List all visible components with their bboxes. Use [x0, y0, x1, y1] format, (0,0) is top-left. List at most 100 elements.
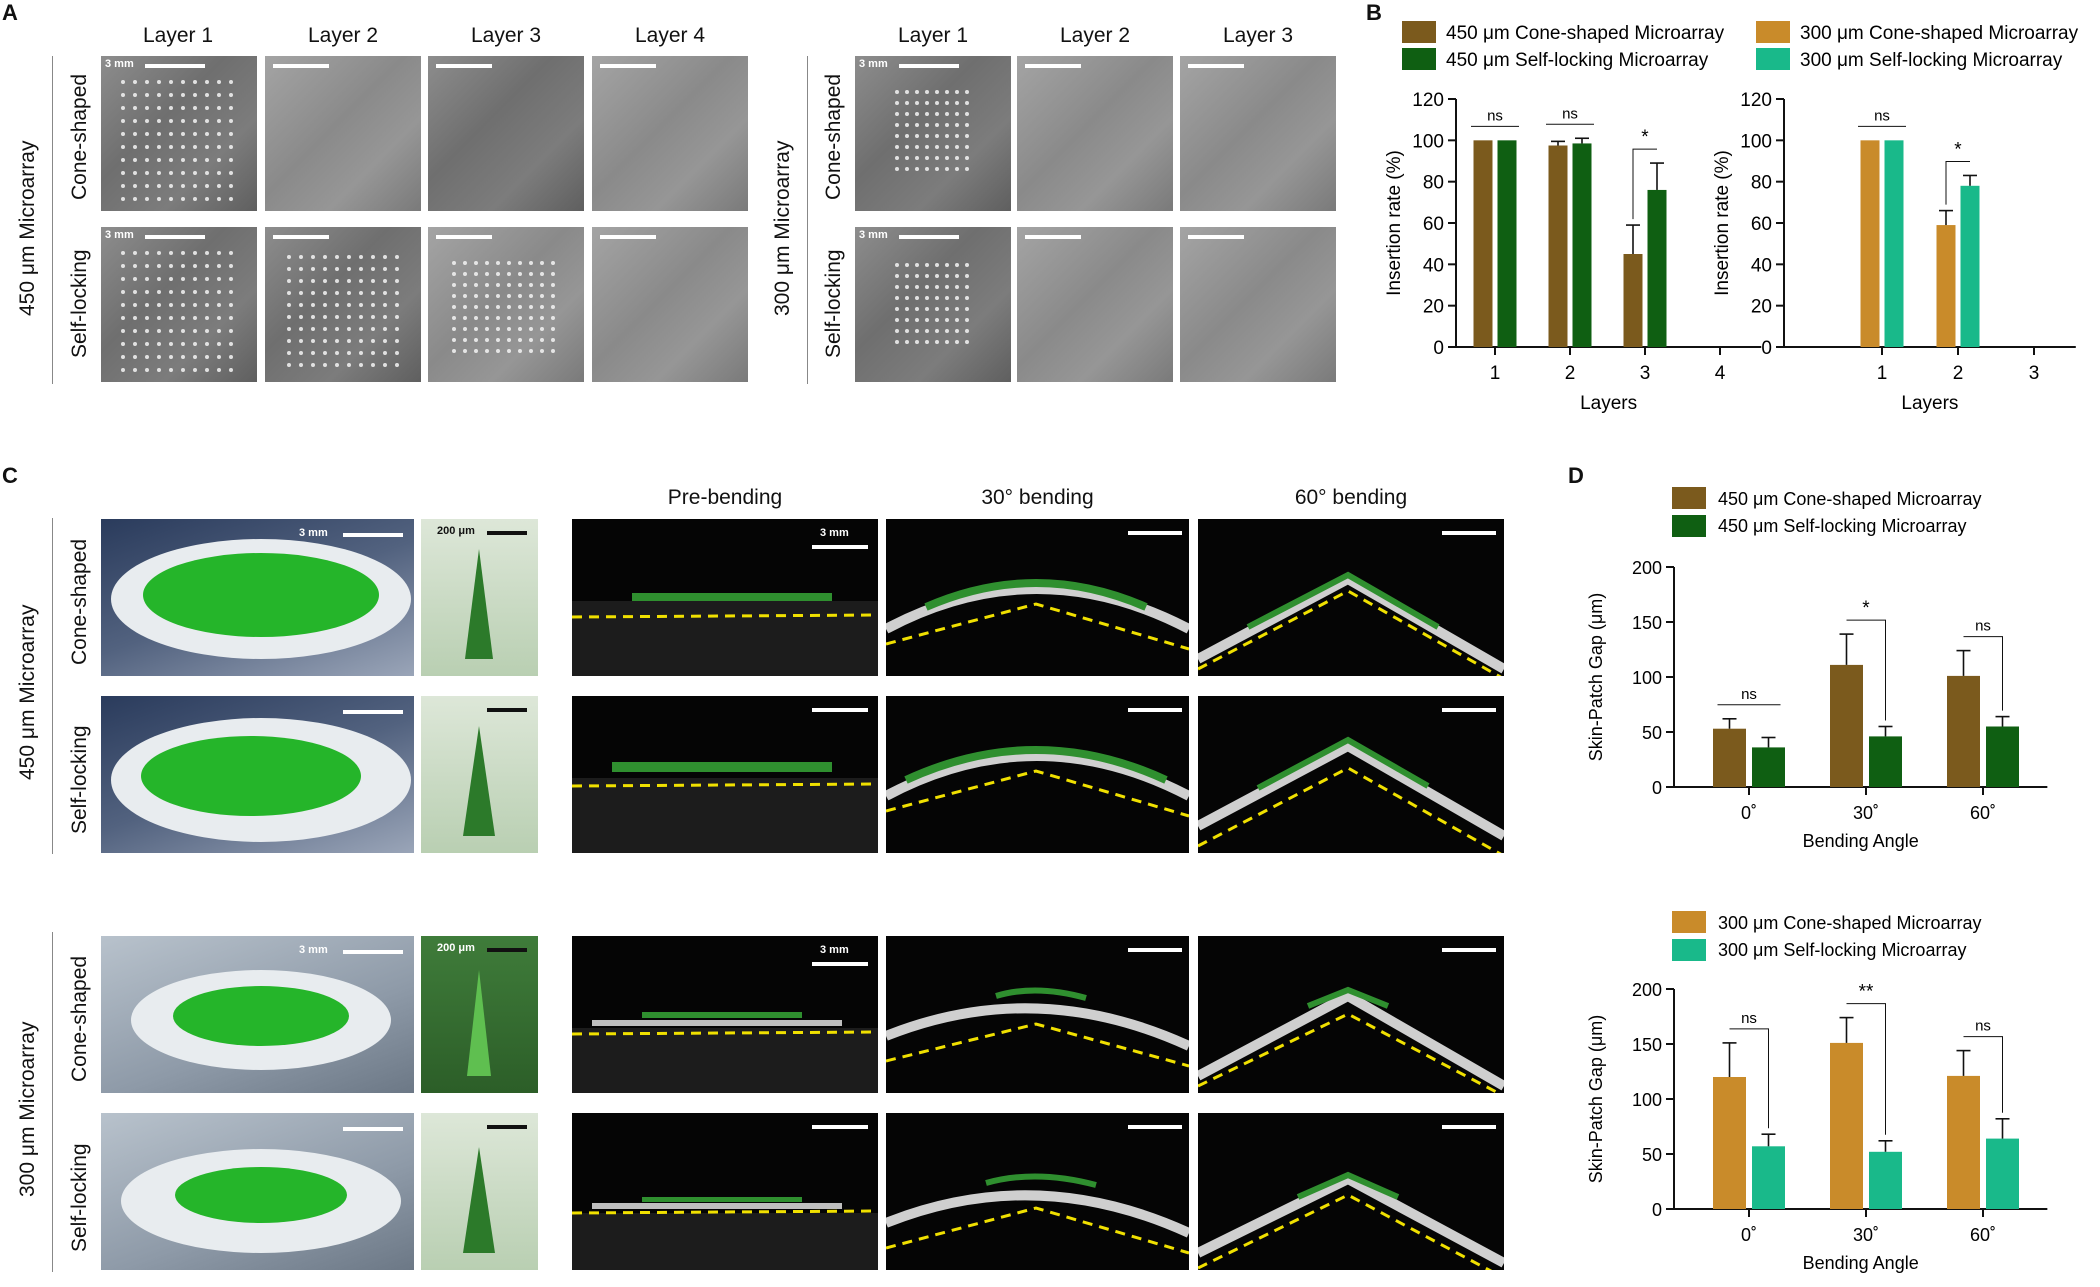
needle-hole: [529, 349, 533, 353]
needle-hole-grid: [895, 263, 975, 351]
needle-hole: [287, 363, 291, 367]
needle-hole: [463, 261, 467, 265]
legend-b: 450 μm Cone-shaped Microarray 450 μm Sel…: [1402, 21, 2079, 71]
needle-hole: [311, 351, 315, 355]
needle-hole: [323, 363, 327, 367]
needle-hole: [935, 296, 939, 300]
needle-hole: [507, 294, 511, 298]
scale-bar: [343, 1127, 403, 1131]
bar: [1869, 736, 1902, 787]
needle-hole: [229, 119, 233, 123]
needle-hole: [347, 351, 351, 355]
needle-hole: [205, 355, 209, 359]
needle-hole: [452, 316, 456, 320]
needle-hole: [157, 303, 161, 307]
needle-hole: [299, 363, 303, 367]
micrograph-300-cone-layer-2: [1017, 56, 1173, 211]
scale-label: 3 mm: [105, 229, 134, 241]
scale-bar: [600, 235, 656, 239]
needle-hole: [133, 355, 137, 359]
scale-bar: [1442, 708, 1496, 712]
needle-hole: [935, 101, 939, 105]
panel-d-charts: 450 μm Cone-shaped Microarray 450 μm Sel…: [1586, 487, 2048, 1273]
needle-hole: [529, 294, 533, 298]
needle-hole: [121, 329, 125, 333]
needle-hole: [895, 112, 899, 116]
needle-hole: [905, 134, 909, 138]
group-label-450-c: 450 μm Microarray: [16, 604, 39, 780]
needle-hole: [485, 283, 489, 287]
needle-hole: [145, 132, 149, 136]
group-divider: [807, 56, 808, 384]
needle-hole: [485, 316, 489, 320]
needle-hole: [935, 285, 939, 289]
needle-hole: [474, 272, 478, 276]
needle-hole: [955, 263, 959, 267]
patch-photo-300-cone: 3 mm: [101, 936, 414, 1093]
needle-hole: [935, 318, 939, 322]
needle-hole: [335, 291, 339, 295]
needle-hole: [311, 255, 315, 259]
y-tick-label: 20: [1423, 297, 1444, 318]
needle-hole: [395, 339, 399, 343]
needle-hole: [955, 329, 959, 333]
patch-photo-450-cone: 3 mm: [101, 519, 414, 676]
needle-hole: [323, 279, 327, 283]
group-divider: [52, 518, 53, 854]
needle-hole: [518, 294, 522, 298]
needle-hole: [347, 363, 351, 367]
significance-label: ns: [1562, 105, 1578, 122]
scale-bar: [145, 64, 205, 68]
needle-hole: [955, 296, 959, 300]
needle-hole: [181, 184, 185, 188]
micrograph-300-cone-layer-1: 3 mm: [855, 56, 1011, 211]
needle-hole: [205, 197, 209, 201]
needle-hole: [157, 119, 161, 123]
needle-hole: [935, 329, 939, 333]
needle-hole: [905, 156, 909, 160]
col-header-pre-bending: Pre-bending: [667, 486, 783, 509]
y-tick-label: 200: [1632, 980, 1662, 1000]
needle-hole: [287, 291, 291, 295]
bending-450-self-pre: [572, 696, 878, 853]
needle-hole: [193, 342, 197, 346]
needle-hole: [145, 145, 149, 149]
needle-hole: [905, 274, 909, 278]
needle-hole: [945, 123, 949, 127]
needle-hole: [383, 279, 387, 283]
significance-label: ns: [1741, 686, 1757, 703]
needle-hole: [205, 368, 209, 372]
micrograph-300-self-layer-1: 3 mm: [855, 227, 1011, 382]
scale-bar: [812, 708, 868, 712]
needle-hole: [965, 167, 969, 171]
needle-hole: [915, 134, 919, 138]
needle-hole: [895, 318, 899, 322]
needle-hole: [205, 158, 209, 162]
legend-label-300-self: 300 μm Self-locking Microarray: [1800, 50, 2063, 71]
needle-hole: [518, 283, 522, 287]
needle-hole: [485, 338, 489, 342]
needle-hole: [359, 291, 363, 295]
needle-hole: [895, 340, 899, 344]
needle-hole: [217, 342, 221, 346]
needle-hole-grid: [287, 255, 407, 375]
needle-hole: [895, 307, 899, 311]
needle-hole: [965, 296, 969, 300]
needle-hole: [452, 305, 456, 309]
y-tick-label: 0: [1433, 338, 1444, 359]
needle-hole: [915, 285, 919, 289]
needle-hole: [452, 283, 456, 287]
needle-hole: [157, 80, 161, 84]
needle-hole: [181, 119, 185, 123]
needle-hole: [335, 279, 339, 283]
needle-hole: [965, 263, 969, 267]
needle-hole: [935, 112, 939, 116]
needle-hole: [335, 255, 339, 259]
panel-label-a: A: [2, 0, 18, 25]
panel-b-charts: 450 μm Cone-shaped Microarray 450 μm Sel…: [1384, 21, 2079, 414]
micrograph-450-self-layer-1: 3 mm: [101, 227, 257, 382]
needle-hole: [529, 327, 533, 331]
needle-hole: [217, 290, 221, 294]
bar: [1752, 1146, 1785, 1209]
scale-bar: [1128, 948, 1182, 952]
